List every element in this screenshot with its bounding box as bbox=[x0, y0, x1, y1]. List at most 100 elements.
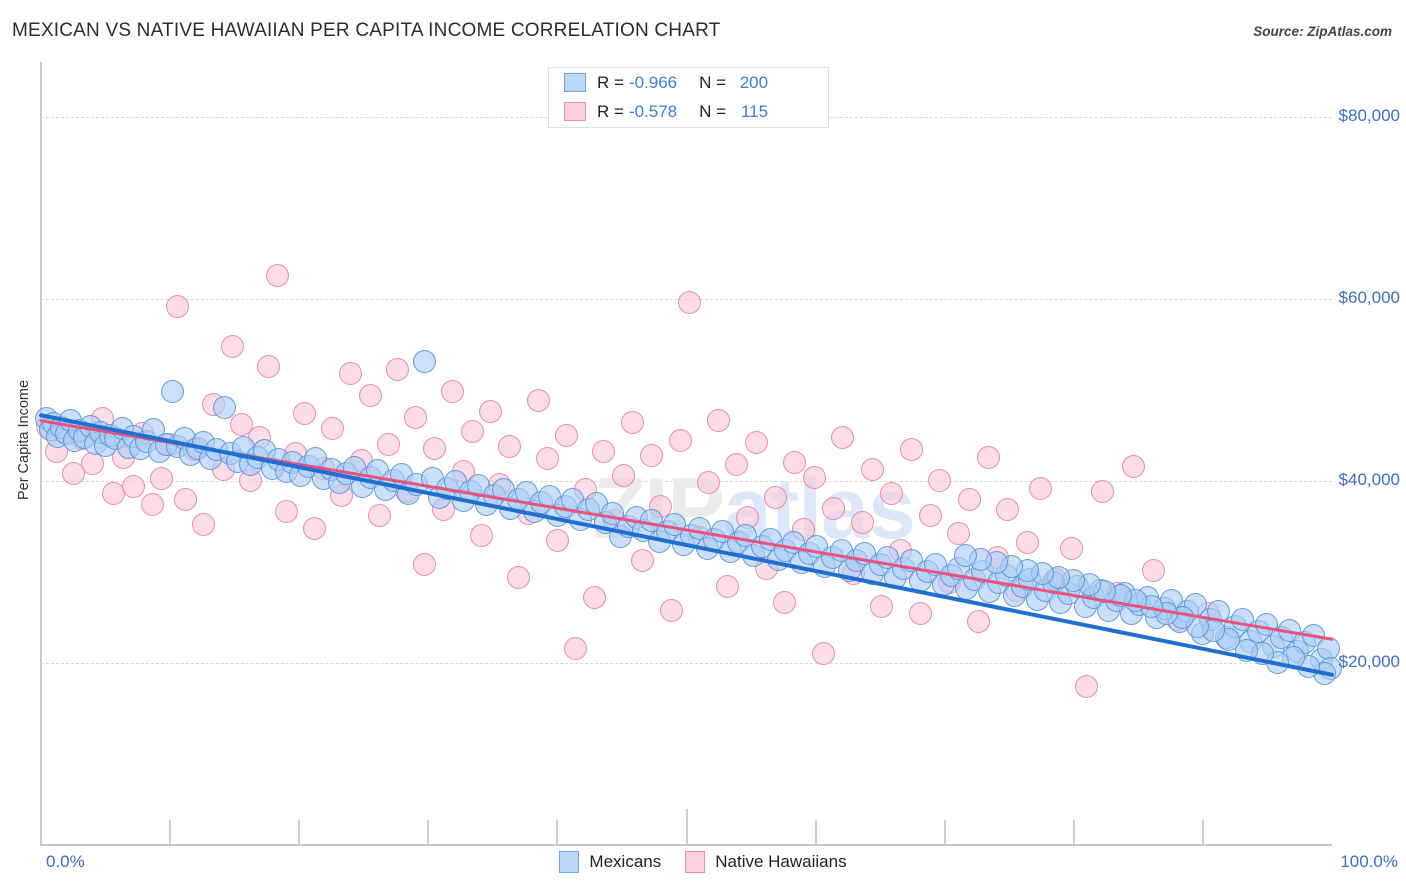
scatter-point bbox=[592, 440, 616, 464]
scatter-point bbox=[526, 389, 550, 413]
trendlines bbox=[39, 413, 1334, 677]
r-value-native-hawaiians: -0.578 bbox=[628, 101, 678, 121]
scatter-point bbox=[192, 513, 216, 537]
scatter-point bbox=[620, 411, 644, 435]
scatter-point bbox=[831, 425, 855, 449]
y-axis-tick-label: $20,000 bbox=[1338, 651, 1400, 671]
scatter-point bbox=[321, 416, 345, 440]
scatter-point bbox=[358, 383, 382, 407]
scatter-point bbox=[423, 436, 447, 460]
scatter-point bbox=[122, 474, 146, 498]
y-axis-tick-label: $40,000 bbox=[1338, 469, 1400, 489]
scatter-point bbox=[545, 529, 569, 553]
scatter-point bbox=[611, 463, 635, 487]
scatter-point bbox=[274, 500, 298, 524]
x-axis-tick bbox=[556, 820, 559, 845]
n-value-mexicans: 200 bbox=[739, 72, 769, 92]
scatter-point bbox=[640, 443, 664, 467]
scatter-point bbox=[725, 452, 749, 476]
scatter-point bbox=[303, 516, 327, 540]
y-axis-tick-label: $60,000 bbox=[1338, 287, 1400, 307]
legend-item-native-hawaiians[interactable]: Native Hawaiians bbox=[685, 851, 847, 873]
correlation-stats-legend: R = -0.966 N = 200 R = -0.578 N = 115 bbox=[548, 67, 829, 128]
scatter-point bbox=[744, 431, 768, 455]
x-axis-tick bbox=[169, 820, 172, 845]
legend-swatch-native-hawaiians-icon bbox=[685, 851, 706, 873]
x-axis-tick bbox=[814, 820, 817, 845]
n-label-native-hawaiians: N = bbox=[699, 101, 727, 121]
x-axis-tick bbox=[427, 820, 430, 845]
scatter-point bbox=[1028, 476, 1052, 500]
scatter-point bbox=[140, 492, 164, 516]
scatter-point bbox=[1121, 454, 1145, 478]
x-axis-tick bbox=[1201, 820, 1204, 845]
x-axis-tick bbox=[943, 820, 946, 845]
scatter-point bbox=[957, 487, 981, 511]
scatter-point bbox=[412, 553, 436, 577]
legend-label-native-hawaiians: Native Hawaiians bbox=[715, 852, 847, 871]
scatter-point bbox=[764, 485, 788, 509]
x-axis-min-label: 0.0% bbox=[46, 852, 85, 871]
y-axis-title: Per Capita Income bbox=[16, 379, 32, 501]
scatter-point bbox=[928, 469, 952, 493]
x-axis-tick bbox=[1072, 820, 1075, 845]
r-label-native-hawaiians: R = bbox=[597, 101, 624, 121]
swatch-mexicans-icon bbox=[564, 73, 586, 92]
scatter-point bbox=[783, 451, 807, 475]
r-value-mexicans: -0.966 bbox=[628, 72, 678, 92]
legend-label-mexicans: Mexicans bbox=[589, 852, 662, 871]
scatter-point bbox=[376, 432, 400, 456]
stats-row-native-hawaiians: R = -0.578 N = 115 bbox=[549, 97, 828, 126]
scatter-point bbox=[1075, 675, 1099, 699]
r-label-mexicans: R = bbox=[597, 72, 624, 92]
scatter-point bbox=[707, 409, 731, 433]
scatter-point bbox=[850, 511, 874, 535]
scatter-point bbox=[860, 458, 884, 482]
stats-row-mexicans: R = -0.966 N = 200 bbox=[549, 68, 828, 97]
scatter-point bbox=[977, 445, 1001, 469]
scatter-point bbox=[403, 405, 427, 429]
legend-swatch-mexicans-icon bbox=[559, 851, 580, 873]
scatter-point bbox=[966, 609, 990, 633]
scatter-point bbox=[61, 462, 85, 486]
legend-item-mexicans[interactable]: Mexicans bbox=[559, 851, 661, 873]
scatter-point bbox=[773, 591, 797, 615]
scatter-point bbox=[507, 565, 531, 589]
scatter-point bbox=[166, 294, 190, 318]
scatter-point bbox=[229, 412, 253, 436]
scatter-point bbox=[1015, 531, 1039, 555]
scatter-point bbox=[563, 636, 587, 660]
scatter-point bbox=[631, 549, 655, 573]
scatter-point bbox=[441, 380, 465, 404]
scatter-point bbox=[498, 434, 522, 458]
scatter-point bbox=[677, 290, 701, 314]
scatter-point bbox=[161, 380, 185, 404]
scatter-point bbox=[953, 543, 977, 567]
plot-area: ZIPatlas bbox=[34, 62, 1343, 845]
scatter-point bbox=[869, 594, 893, 618]
scatter-point bbox=[1059, 536, 1083, 560]
trendline-mexicans bbox=[39, 413, 1334, 677]
y-axis-tick-label: $80,000 bbox=[1338, 105, 1400, 125]
series-legend: Mexicans Native Hawaiians bbox=[0, 851, 1406, 873]
scatter-point bbox=[478, 400, 502, 424]
scatter-point bbox=[811, 642, 835, 666]
gridline bbox=[41, 662, 1332, 664]
scatter-point bbox=[1142, 558, 1166, 582]
swatch-native-hawaiians-icon bbox=[564, 102, 586, 121]
scatter-point bbox=[899, 438, 923, 462]
scatter-point bbox=[822, 496, 846, 520]
x-axis-line bbox=[41, 844, 1332, 846]
scatter-point bbox=[149, 467, 173, 491]
x-axis-tick bbox=[685, 809, 688, 845]
scatter-point bbox=[412, 350, 436, 374]
scatter-point bbox=[554, 423, 578, 447]
scatter-point bbox=[535, 447, 559, 471]
scatter-point bbox=[696, 471, 720, 495]
page-title: MEXICAN VS NATIVE HAWAIIAN PER CAPITA IN… bbox=[12, 20, 721, 41]
scatter-point bbox=[339, 361, 363, 385]
scatter-point bbox=[292, 401, 316, 425]
scatter-point bbox=[918, 503, 942, 527]
scatter-point bbox=[220, 334, 244, 358]
x-axis-max-label: 100.0% bbox=[1340, 852, 1398, 871]
